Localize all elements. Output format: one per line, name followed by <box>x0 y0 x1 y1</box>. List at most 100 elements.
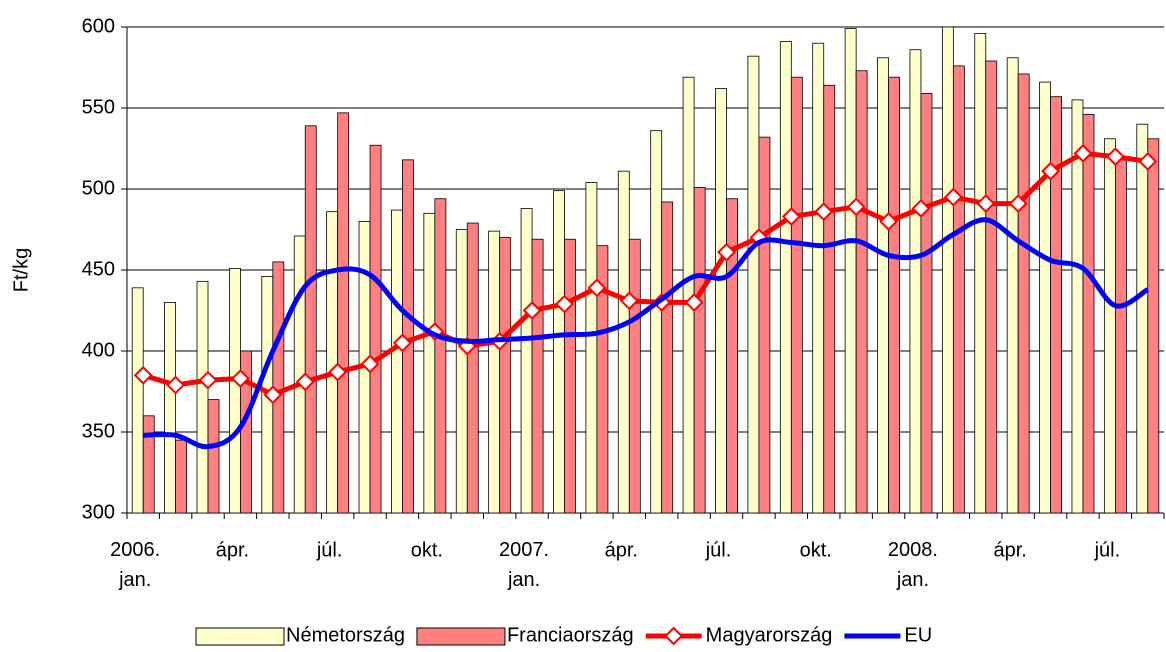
legend-swatch <box>416 627 506 646</box>
bar <box>175 439 188 514</box>
marker <box>814 202 834 222</box>
bar <box>240 350 252 514</box>
bar <box>466 222 479 514</box>
marker <box>1041 161 1060 181</box>
bar <box>844 28 857 514</box>
bar <box>823 84 836 514</box>
marker <box>522 301 542 320</box>
marker <box>555 294 574 314</box>
bar <box>455 229 468 514</box>
legend-item: Magyarország <box>645 624 833 646</box>
x-tick-label: ápr. <box>993 539 1026 561</box>
bar <box>941 26 954 514</box>
bar <box>790 76 803 514</box>
bar <box>812 42 825 514</box>
marker <box>976 194 996 213</box>
y-tick-label: 350 <box>82 420 115 442</box>
bar <box>1114 156 1127 514</box>
bar <box>617 170 630 514</box>
x-tick-label: 2006. jan. <box>110 539 160 591</box>
x-tick-label: júl. <box>705 539 732 561</box>
marker <box>133 365 153 385</box>
x-tick-label: okt. <box>411 539 443 561</box>
bar <box>1082 114 1095 514</box>
bar <box>1017 73 1030 514</box>
y-tick-label: 300 <box>82 501 115 523</box>
legend-label: Magyarország <box>706 624 833 646</box>
bar <box>142 415 155 514</box>
bar <box>326 211 339 514</box>
bar <box>1071 99 1084 514</box>
marker <box>911 199 931 218</box>
y-tick-label: 450 <box>82 258 115 280</box>
bar <box>877 57 889 514</box>
y-tick-label: 500 <box>82 177 115 199</box>
bar <box>304 125 317 514</box>
bar <box>369 144 382 514</box>
bar <box>164 301 177 514</box>
marker <box>846 197 866 217</box>
y-tick-label: 400 <box>82 339 115 361</box>
marker <box>781 207 801 226</box>
bar <box>207 399 220 514</box>
bar <box>650 130 663 514</box>
bar <box>758 136 771 514</box>
bar <box>726 198 738 514</box>
marker <box>879 211 898 231</box>
marker <box>943 187 963 207</box>
marker <box>393 333 412 353</box>
bar <box>564 238 576 514</box>
bar <box>553 190 565 514</box>
y-tick-label: 600 <box>82 15 115 37</box>
marker <box>1138 152 1158 171</box>
bar <box>1039 81 1051 514</box>
bar <box>628 238 641 514</box>
bar <box>596 245 609 514</box>
marker <box>749 228 769 248</box>
bar <box>1147 138 1160 514</box>
marker <box>263 385 283 405</box>
bar <box>693 186 706 514</box>
bar <box>488 230 501 514</box>
bar <box>337 112 350 514</box>
marker <box>328 362 348 382</box>
bar <box>779 41 792 514</box>
bar <box>985 60 998 514</box>
marker <box>587 278 607 298</box>
marker <box>1073 143 1093 163</box>
bar <box>531 238 544 514</box>
legend-label: EU <box>904 624 932 646</box>
bar <box>1050 96 1062 514</box>
bar <box>131 287 144 514</box>
legend-label: Németország <box>286 624 405 646</box>
x-tick-label: júl. <box>316 539 343 561</box>
bar <box>1136 123 1149 514</box>
marker <box>1105 147 1125 167</box>
x-tick-label: júl. <box>1094 539 1121 561</box>
line <box>143 217 1150 450</box>
bar <box>952 65 965 514</box>
marker <box>684 292 704 312</box>
marker <box>231 369 250 388</box>
bar <box>920 93 933 514</box>
bar <box>391 209 403 514</box>
bar <box>888 76 900 514</box>
bar <box>909 49 922 514</box>
bar <box>661 201 674 514</box>
marker <box>1008 194 1028 213</box>
legend-swatch <box>195 627 285 646</box>
marker <box>166 375 186 395</box>
bar <box>715 88 727 514</box>
marker <box>295 372 315 392</box>
marker <box>619 291 639 311</box>
bar <box>747 55 760 514</box>
legend-label: Franciaország <box>507 624 634 646</box>
bar <box>423 212 436 514</box>
legend-item: Németország <box>195 624 405 646</box>
x-tick-label: okt. <box>800 539 832 561</box>
bar <box>520 208 533 514</box>
x-tick-label: ápr. <box>605 539 638 561</box>
bar <box>1103 138 1116 514</box>
bar <box>585 182 598 514</box>
